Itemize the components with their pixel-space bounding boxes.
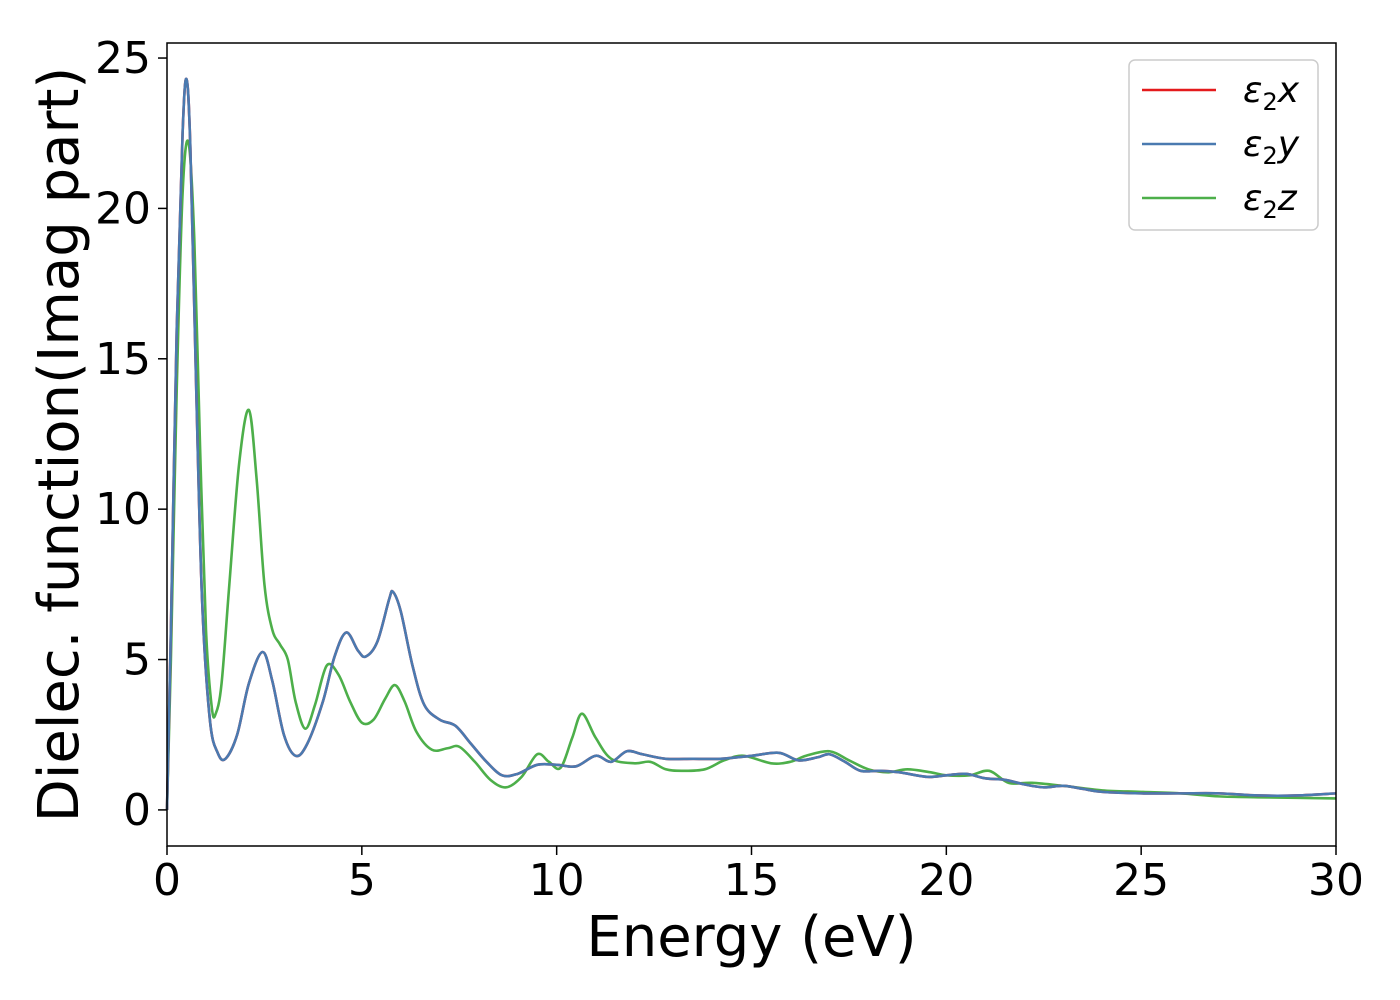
x-axis: 0 5 10 15 20 25 30 xyxy=(153,846,1364,906)
y-tick-label: 5 xyxy=(123,635,151,686)
legend-label-x: ε2x xyxy=(1243,70,1300,116)
series-line-z xyxy=(165,139,1337,810)
legend-box xyxy=(1128,59,1319,231)
y-axis-label: Dielec. function(Imag part) xyxy=(27,67,92,823)
legend-label-z: ε2z xyxy=(1243,178,1298,224)
y-tick-label: 10 xyxy=(95,484,151,535)
x-tick-label: 10 xyxy=(529,855,585,906)
x-axis-label: Energy (eV) xyxy=(586,905,916,970)
legend: ε2x ε2y ε2z xyxy=(1128,59,1319,231)
y-axis: 0 5 10 15 20 25 xyxy=(95,33,167,836)
x-tick-label: 20 xyxy=(918,855,974,906)
x-tick-label: 5 xyxy=(348,855,376,906)
legend-label-y: ε2y xyxy=(1243,124,1300,170)
x-tick-label: 0 xyxy=(153,855,181,906)
series-layer xyxy=(165,77,1337,810)
x-tick-label: 15 xyxy=(724,855,780,906)
y-tick-label: 20 xyxy=(95,183,151,234)
x-tick-label: 25 xyxy=(1113,855,1169,906)
series-line-y xyxy=(165,77,1337,810)
y-tick-label: 15 xyxy=(95,334,151,385)
y-tick-label: 25 xyxy=(95,33,151,84)
x-tick-label: 30 xyxy=(1308,855,1364,906)
y-tick-label: 0 xyxy=(123,785,151,836)
